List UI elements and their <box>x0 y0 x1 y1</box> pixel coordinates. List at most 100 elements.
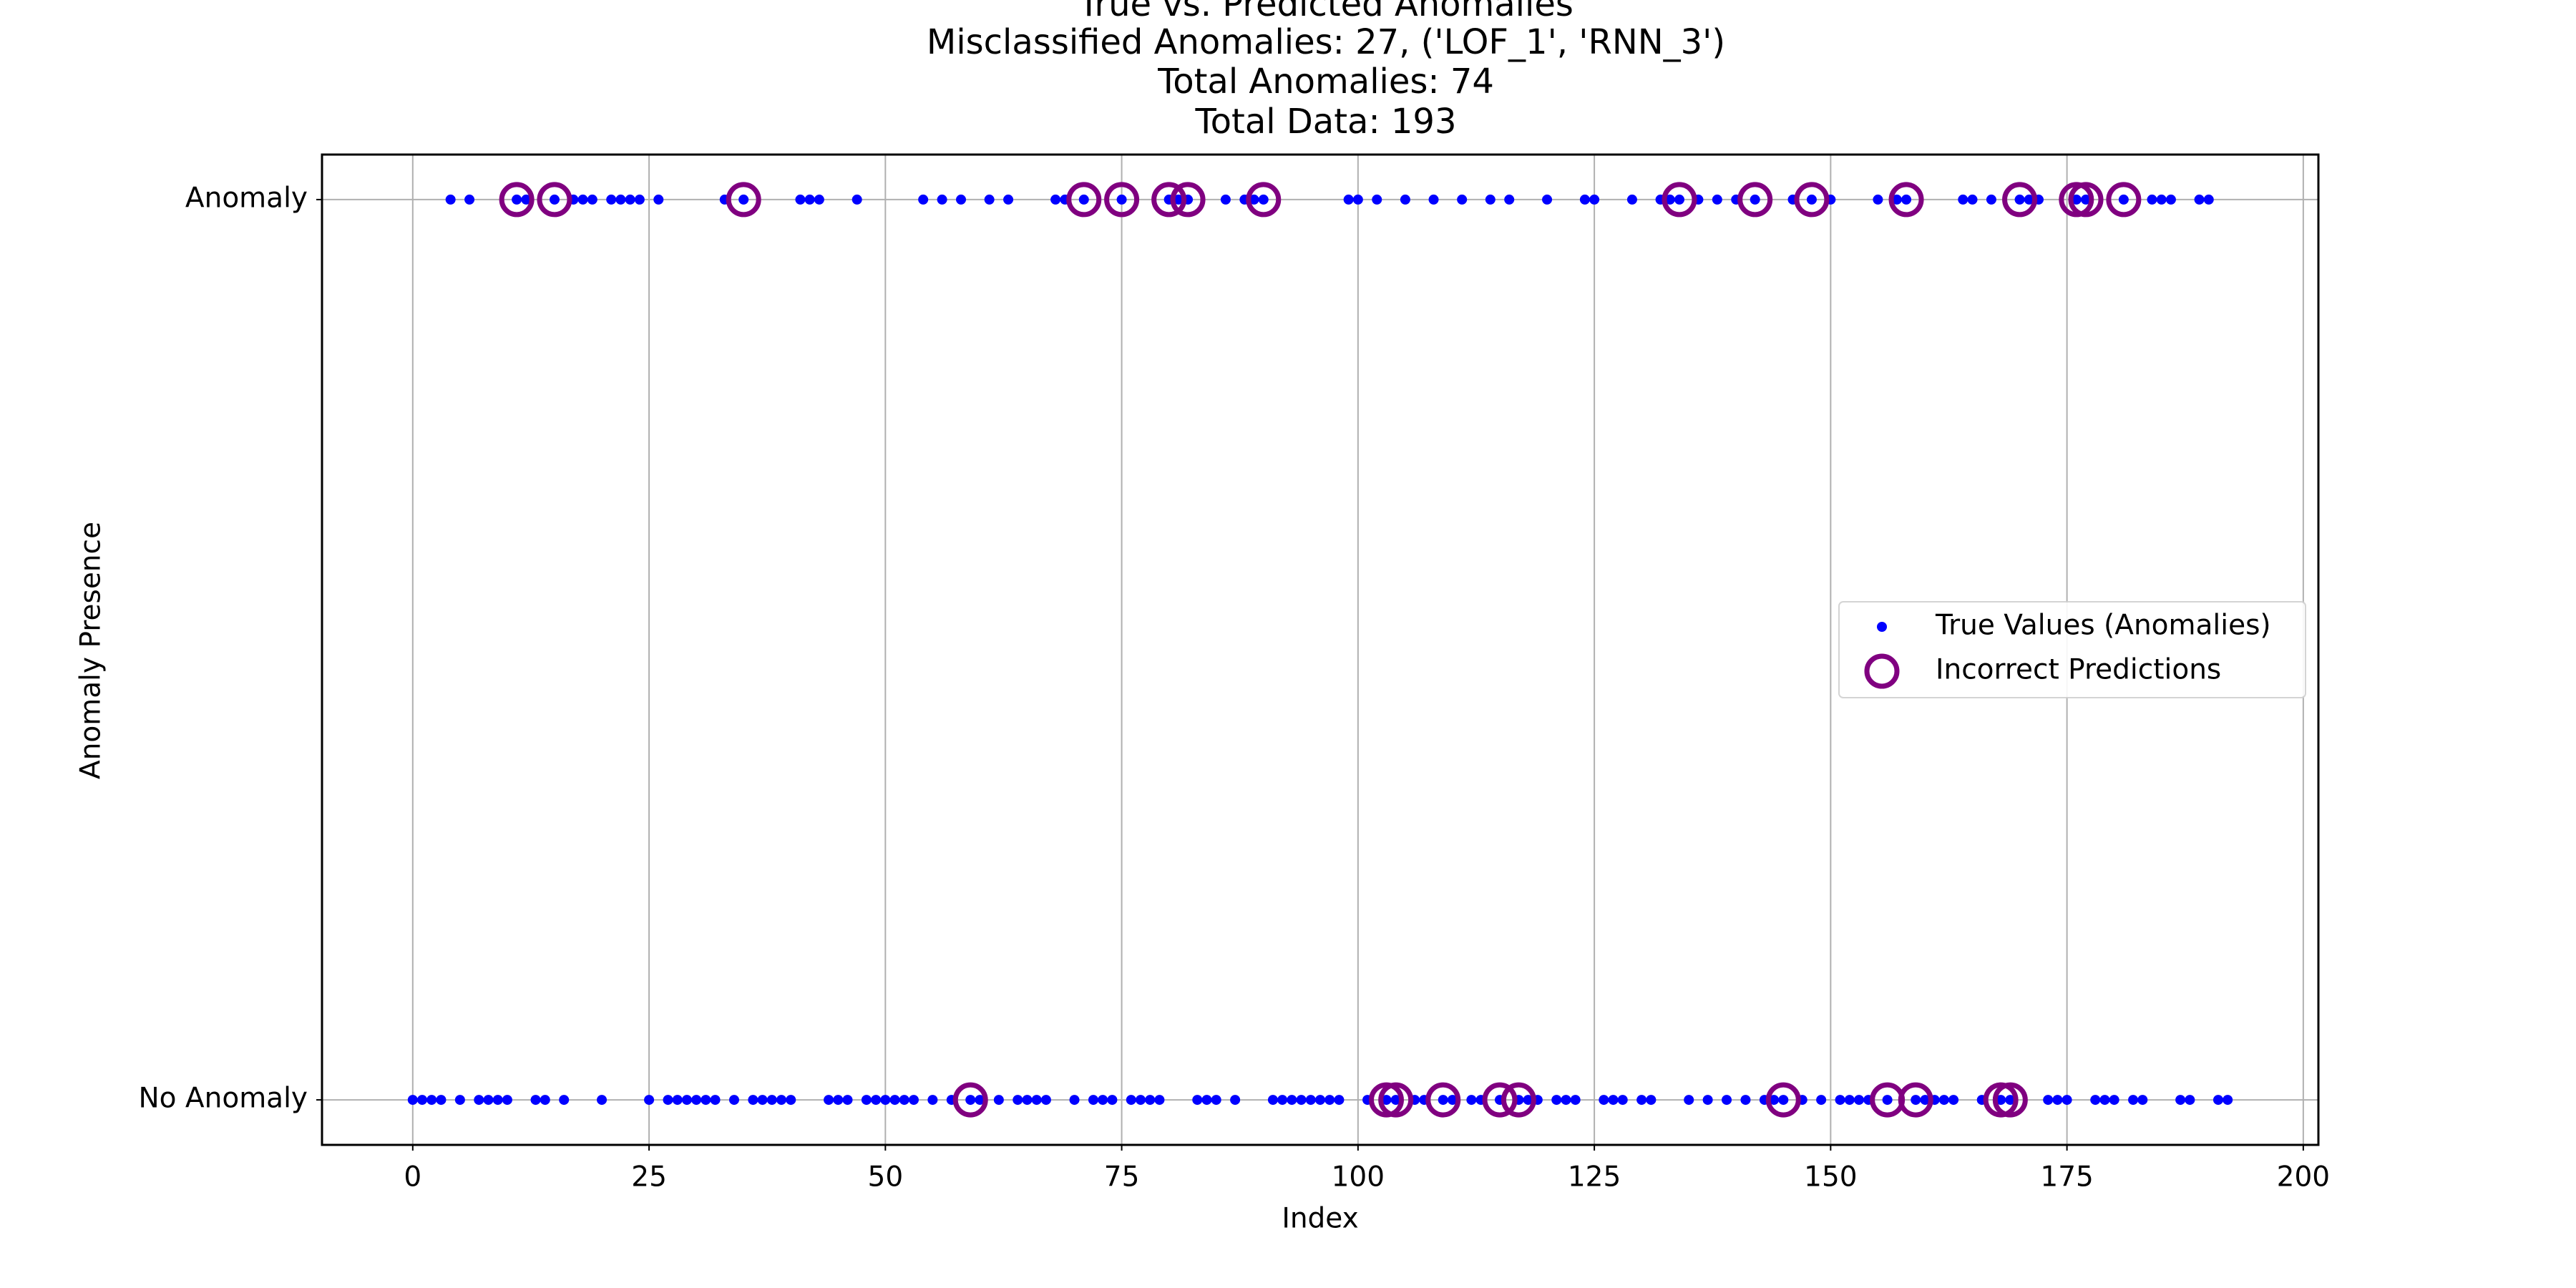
point <box>1608 1095 1619 1106</box>
point <box>804 194 815 205</box>
point <box>1844 1095 1855 1106</box>
point <box>1523 1095 1533 1106</box>
point <box>937 194 947 205</box>
point <box>1343 194 1354 205</box>
point <box>1287 1095 1297 1106</box>
point <box>1769 1095 1780 1106</box>
point <box>1986 194 1996 205</box>
point <box>776 1095 787 1106</box>
point <box>1107 1095 1118 1106</box>
incorrect-marker <box>537 182 572 218</box>
point <box>2118 194 2129 205</box>
point <box>2062 1095 2072 1106</box>
point <box>2024 194 2034 205</box>
point <box>653 194 664 205</box>
point <box>908 1095 919 1106</box>
point <box>1116 194 1127 205</box>
incorrect-marker <box>1378 1082 1414 1118</box>
point <box>1778 1095 1789 1106</box>
point <box>824 1095 834 1106</box>
incorrect-marker <box>2068 182 2104 218</box>
point <box>2090 1095 2101 1106</box>
chart-subtitle: Misclassified Anomalies: 27, ('LOF_1', '… <box>927 22 1725 62</box>
point <box>681 1095 692 1106</box>
incorrect-marker <box>1765 1082 1801 1118</box>
point <box>1040 1095 1051 1106</box>
x-tick-label: 50 <box>868 1161 904 1194</box>
x-axis-label: Index <box>1282 1203 1358 1235</box>
x-tick-label: 25 <box>631 1161 667 1194</box>
incorrect-marker <box>1368 1082 1404 1118</box>
point <box>1136 1095 1146 1106</box>
point <box>1636 1095 1647 1106</box>
incorrect-marker <box>2059 182 2094 218</box>
point <box>1305 1095 1316 1106</box>
point <box>1702 1095 1713 1106</box>
point <box>625 194 635 205</box>
point <box>1920 1095 1931 1106</box>
point <box>748 1095 758 1106</box>
point <box>549 194 560 205</box>
point <box>1485 194 1496 205</box>
point <box>474 1095 484 1106</box>
point <box>587 194 597 205</box>
point <box>918 194 929 205</box>
point <box>634 194 645 205</box>
point <box>1891 194 1902 205</box>
incorrect-marker <box>1170 182 1206 218</box>
x-tick-label: 75 <box>1104 1161 1140 1194</box>
point <box>1249 194 1259 205</box>
chart-subtitle: Total Anomalies: 74 <box>1157 62 1494 102</box>
point <box>1173 194 1184 205</box>
point <box>1617 1095 1628 1106</box>
point <box>2185 1095 2195 1106</box>
x-tick-label: 200 <box>2277 1161 2330 1194</box>
point <box>1806 194 1817 205</box>
incorrect-marker <box>952 1082 988 1118</box>
point <box>426 1095 437 1106</box>
point <box>1352 194 1363 205</box>
incorrect-marker <box>1425 1082 1461 1118</box>
point <box>975 1095 985 1106</box>
point <box>1126 1095 1136 1106</box>
series <box>499 182 2142 1118</box>
plot-frame <box>321 153 2320 1146</box>
point <box>2099 1095 2110 1106</box>
incorrect-marker <box>1482 1082 1518 1118</box>
point <box>1684 1095 1694 1106</box>
point <box>1390 1095 1401 1106</box>
point <box>1967 194 1978 205</box>
point <box>795 194 806 205</box>
x-tick-label: 175 <box>2040 1161 2093 1194</box>
incorrect-marker <box>1888 182 1924 218</box>
point <box>1050 194 1061 205</box>
point <box>1145 1095 1156 1106</box>
point <box>2014 194 2025 205</box>
incorrect-marker <box>1501 1082 1536 1118</box>
point <box>1750 194 1760 205</box>
point <box>1466 1095 1477 1106</box>
point <box>1646 1095 1657 1106</box>
incorrect-marker <box>1246 182 1282 218</box>
point <box>880 1095 891 1106</box>
incorrect-marker <box>1737 182 1773 218</box>
point <box>1674 194 1684 205</box>
point <box>1078 194 1089 205</box>
legend-marker <box>1877 622 1887 632</box>
point <box>445 194 456 205</box>
point <box>1722 1095 1732 1106</box>
point <box>407 1095 418 1106</box>
point <box>1069 1095 1080 1106</box>
point <box>1542 194 1553 205</box>
point <box>984 194 995 205</box>
incorrect-marker <box>1992 1082 2028 1118</box>
point <box>502 1095 512 1106</box>
point <box>1853 1095 1864 1106</box>
point <box>1504 194 1515 205</box>
point <box>1088 1095 1098 1106</box>
point <box>2212 1095 2223 1106</box>
x-tick-label: 150 <box>1804 1161 1857 1194</box>
point <box>1561 1095 1571 1106</box>
point <box>1447 1095 1458 1106</box>
